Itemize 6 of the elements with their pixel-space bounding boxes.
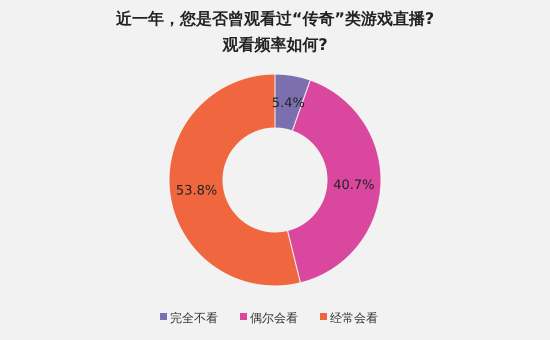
legend-label: 偶尔会看: [250, 311, 298, 325]
legend-label: 完全不看: [170, 311, 218, 325]
chart-title: 近一年，您是否曾观看过“传奇”类游戏直播? 观看频率如何?: [114, 9, 434, 54]
legend-label: 经常会看: [330, 311, 378, 325]
data-label: 40.7%: [333, 178, 375, 193]
data-label: 53.8%: [176, 184, 218, 199]
